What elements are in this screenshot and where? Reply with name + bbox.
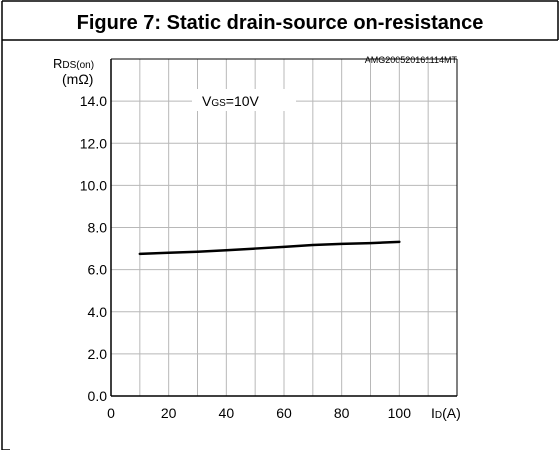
- y-tick-label: 0.0: [88, 388, 108, 404]
- y-tick-labels: 0.0 2.0 4.0 6.0 8.0 10.0 12.0 14.0: [80, 93, 107, 404]
- x-tick-label: 100: [388, 405, 412, 421]
- y-axis-label: RDS(on): [53, 56, 94, 71]
- x-tick-label: 0: [107, 405, 115, 421]
- x-tick-labels: 0 20 40 60 80 100: [107, 405, 411, 421]
- x-tick-label: 40: [219, 405, 235, 421]
- y-tick-label: 12.0: [80, 135, 107, 151]
- y-tick-label: 14.0: [80, 93, 107, 109]
- y-tick-label: 8.0: [88, 220, 108, 236]
- y-tick-label: 10.0: [80, 177, 107, 193]
- y-axis-unit: (mΩ): [62, 71, 93, 87]
- x-axis-label: ID(A): [431, 405, 461, 421]
- y-tick-label: 6.0: [88, 262, 108, 278]
- annotation-background: [192, 89, 296, 111]
- code-label: AMG200520161114MT: [365, 55, 458, 65]
- y-tick-label: 2.0: [88, 346, 108, 362]
- figure-title: Figure 7: Static drain-source on-resista…: [77, 12, 484, 34]
- y-tick-label: 4.0: [88, 304, 108, 320]
- grid: [111, 59, 457, 396]
- x-tick-label: 20: [161, 405, 177, 421]
- axes: [110, 58, 458, 397]
- x-tick-label: 60: [276, 405, 292, 421]
- series-line: [138, 240, 401, 256]
- x-tick-label: 80: [334, 405, 350, 421]
- series-group: [138, 240, 401, 256]
- vgs-annotation: VGS=10V: [202, 93, 260, 109]
